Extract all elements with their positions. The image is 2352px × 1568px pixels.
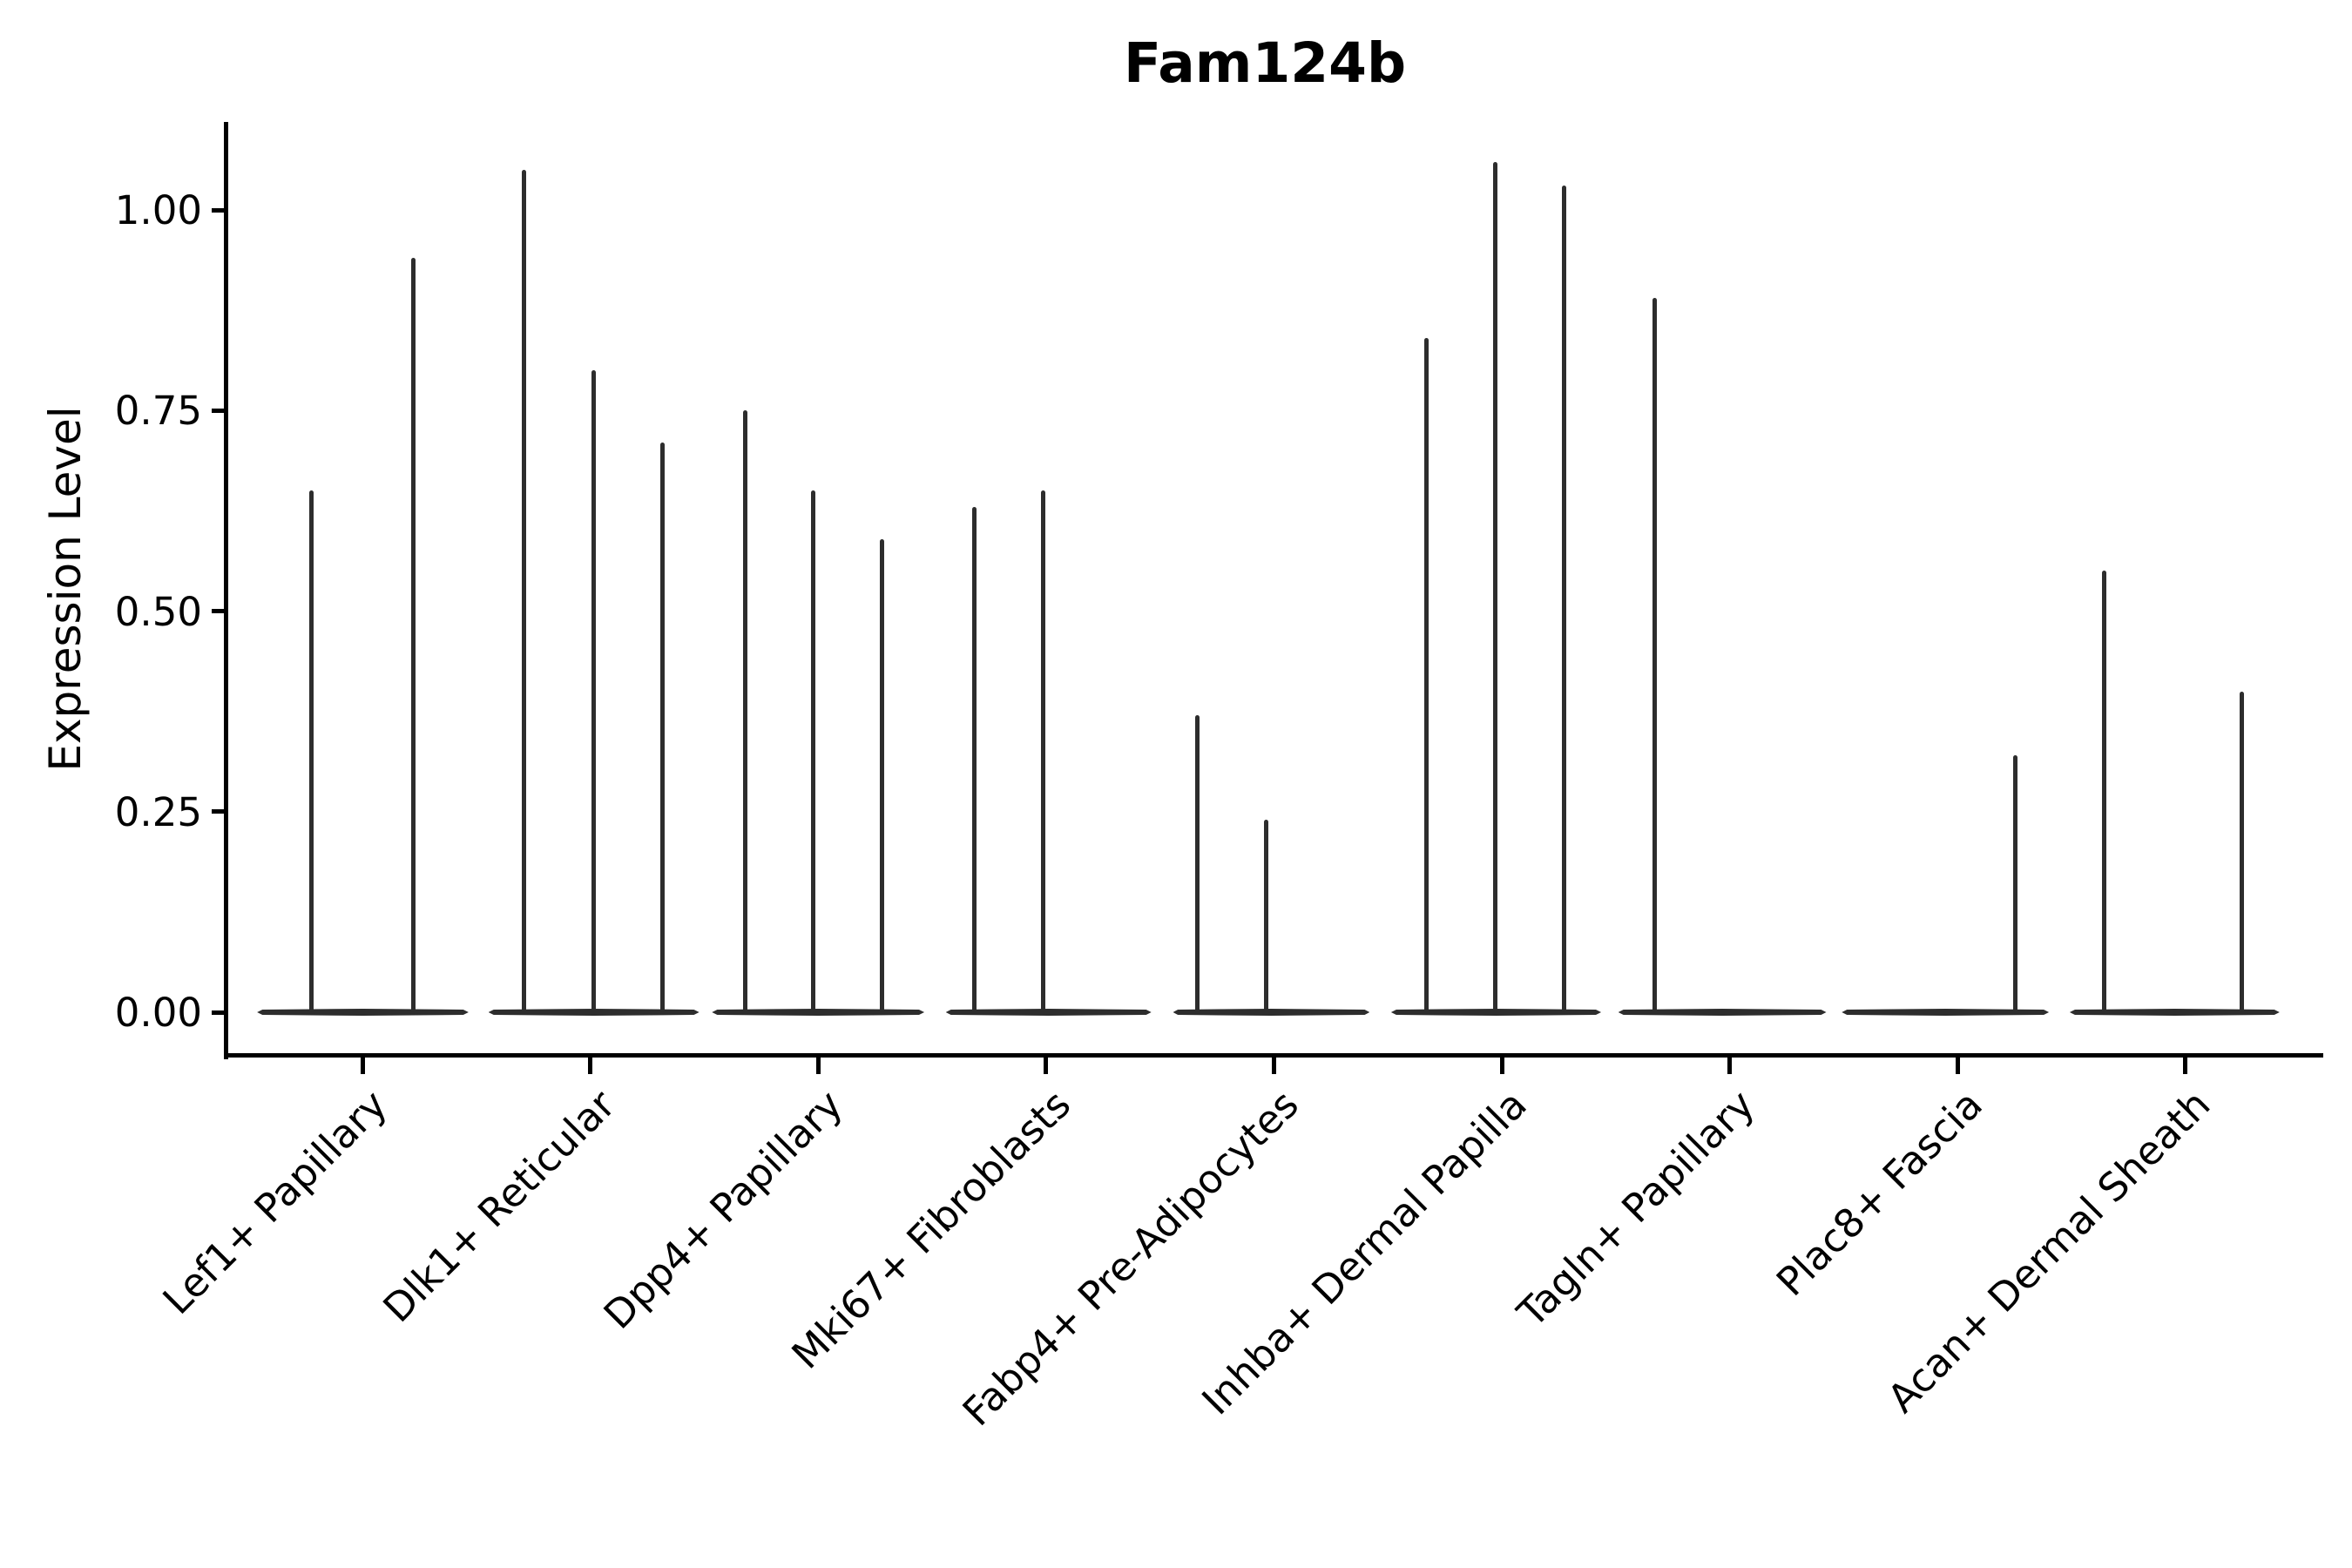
violin-base [1618, 1009, 1827, 1016]
x-tick-mark [1727, 1058, 1733, 1074]
violin-spike [1424, 338, 1429, 1012]
violin-spike [742, 410, 747, 1012]
violin-base [1390, 1009, 1602, 1016]
x-tick-label: Plac8+ Fascia [1767, 1081, 1991, 1305]
violin-spike [2102, 571, 2107, 1012]
x-tick-label: Lef1+ Papillary [153, 1081, 396, 1324]
violin-spike [1195, 715, 1200, 1012]
violin-spike [309, 490, 314, 1012]
violin-spike [879, 538, 884, 1012]
x-tick-label: Dpp4+ Papillary [595, 1081, 852, 1338]
y-tick-label: 0.25 [114, 788, 202, 835]
y-tick-mark [212, 1010, 224, 1015]
violin-spike [660, 443, 666, 1012]
x-tick-label: Dlk1+ Reticular [374, 1081, 625, 1332]
y-tick-label: 0.75 [114, 388, 202, 435]
violin-spike [1264, 819, 1268, 1012]
violin-spike [1493, 161, 1498, 1012]
x-tick-mark [815, 1058, 821, 1074]
violin-spike [972, 506, 977, 1012]
x-tick-label: Tagln+ Papillary [1508, 1081, 1764, 1336]
y-tick-label: 1.00 [114, 187, 202, 233]
x-tick-mark [1499, 1058, 1504, 1074]
violin-spike [591, 370, 597, 1012]
violin-spike [522, 169, 527, 1012]
chart-title: Fam124b [1123, 31, 1407, 95]
y-tick-mark [212, 809, 224, 814]
violin-spike [2240, 691, 2245, 1012]
x-tick-mark [2183, 1058, 2188, 1074]
x-tick-mark [1044, 1058, 1049, 1074]
violin-base [945, 1009, 1152, 1016]
x-tick-mark [588, 1058, 593, 1074]
y-tick-mark [212, 207, 224, 213]
violin-base [1173, 1009, 1370, 1016]
violin-spike [1652, 298, 1658, 1012]
violin-spike [1041, 490, 1046, 1012]
violin-spike [810, 490, 815, 1012]
y-tick-mark [212, 408, 224, 413]
y-tick-label: 0.50 [114, 588, 202, 635]
violin-base [712, 1009, 925, 1016]
x-tick-mark [360, 1058, 365, 1074]
x-tick-mark [1271, 1058, 1276, 1074]
x-axis-line [224, 1053, 2323, 1058]
violin-base [257, 1009, 469, 1016]
y-axis-label: Expression Level [40, 406, 91, 772]
violin-spike [1562, 186, 1567, 1012]
violin-base [488, 1009, 700, 1016]
x-tick-mark [1955, 1058, 1960, 1074]
violin-base [1842, 1009, 2050, 1016]
violin-spike [2012, 755, 2017, 1012]
violin-spike [411, 258, 416, 1012]
y-axis-line [224, 122, 228, 1059]
y-tick-mark [212, 609, 224, 613]
y-tick-label: 0.00 [114, 990, 202, 1036]
violin-base [2069, 1009, 2280, 1016]
